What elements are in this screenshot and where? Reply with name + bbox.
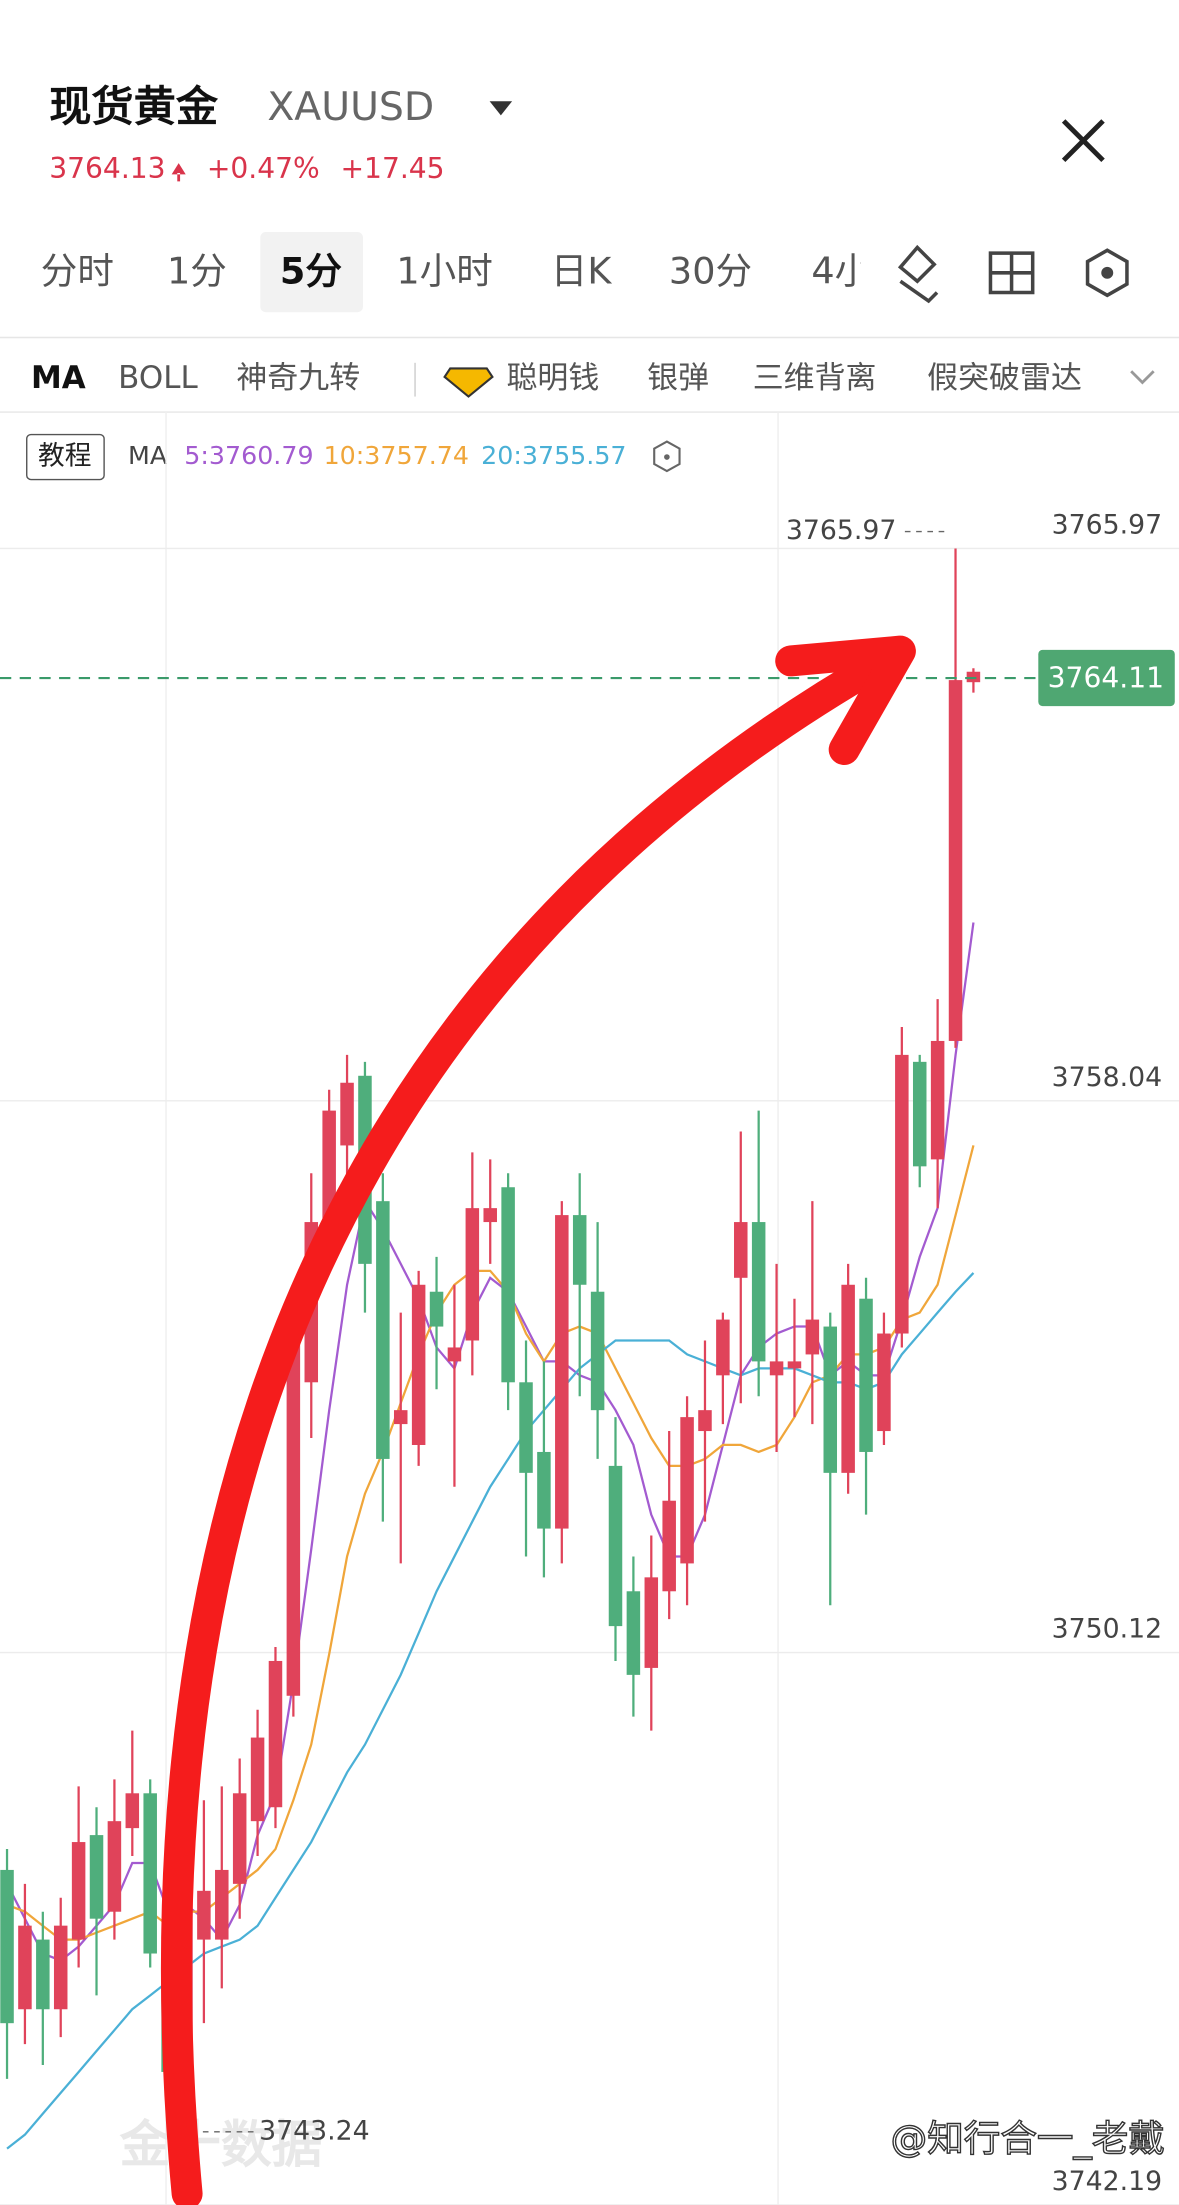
active-tab-bg	[260, 232, 363, 313]
candle-body	[823, 1326, 838, 1473]
candle-body	[143, 1793, 157, 1954]
toolbar-icons[interactable]	[897, 244, 1129, 304]
candle-body	[537, 1451, 551, 1529]
candle-body	[268, 1660, 283, 1808]
y-tick-label: 3758.04	[1052, 1062, 1163, 1093]
draw-icon[interactable]	[897, 244, 939, 304]
candle-body	[644, 1577, 659, 1668]
indicator[interactable]: 银弹	[647, 360, 709, 396]
tab[interactable]: 30分	[669, 249, 752, 292]
tab[interactable]: 5分	[280, 249, 342, 292]
candle-body	[376, 1201, 390, 1459]
tab[interactable]: 1小时	[396, 249, 492, 292]
candle-body	[53, 1925, 68, 2010]
candle-body	[716, 1319, 730, 1376]
tutorial-label[interactable]: 教程	[38, 441, 91, 472]
indicator[interactable]: 聪明钱	[506, 360, 599, 396]
candle-body	[447, 1347, 462, 1362]
candle-body	[912, 1061, 927, 1167]
last-price-label: 3764.11	[1048, 661, 1164, 694]
candle-body	[393, 1410, 408, 1425]
candle-body	[36, 1939, 50, 2010]
candle-body	[465, 1208, 480, 1341]
candle-body	[232, 1793, 247, 1884]
legend-title: MA	[128, 441, 168, 470]
candle-body	[769, 1361, 784, 1376]
annotation-arrow	[160, 645, 900, 2205]
change-pct: +0.47%	[207, 152, 320, 185]
candle-body	[411, 1284, 426, 1445]
legend-entry: 5:3760.79	[184, 441, 313, 470]
up-arrow	[171, 163, 186, 182]
candle-body	[787, 1361, 802, 1369]
candle-body	[107, 1821, 122, 1912]
candle-body	[125, 1793, 140, 1829]
dropdown-icon[interactable]	[489, 101, 513, 116]
candle-body	[0, 1869, 14, 2024]
candle-body	[877, 1333, 891, 1432]
change: +17.45	[340, 152, 444, 185]
price: 3764.13	[49, 152, 165, 185]
candle-body	[930, 1040, 945, 1160]
candle-body	[626, 1591, 641, 1675]
tab[interactable]: 4小	[811, 249, 871, 292]
candle-body	[590, 1291, 605, 1411]
tab[interactable]: 日K	[551, 249, 613, 292]
candle-body	[895, 1054, 909, 1334]
candle-body	[680, 1417, 694, 1564]
indicator[interactable]: BOLL	[118, 360, 198, 396]
diamond-icon	[443, 367, 494, 398]
high-label: 3765.97	[786, 515, 897, 546]
candle-body	[197, 1890, 211, 1940]
watermark: 金十数据	[119, 2115, 323, 2174]
candle-body	[662, 1500, 676, 1592]
candle-body	[841, 1284, 855, 1473]
close-button[interactable]	[1061, 119, 1105, 163]
settings-icon[interactable]	[1085, 248, 1129, 298]
tab[interactable]: 1分	[167, 249, 227, 292]
candle-body	[948, 680, 963, 1041]
candle-body	[286, 1333, 301, 1696]
candle-body	[250, 1737, 265, 1822]
expand-icon[interactable]	[1130, 370, 1155, 385]
last-price-box	[1038, 649, 1175, 707]
indicator[interactable]: 三维背离	[753, 360, 877, 396]
candle-body	[18, 1925, 32, 2010]
candle-body	[501, 1187, 515, 1383]
candle-body	[555, 1215, 569, 1529]
y-tick-label: 3742.19	[1052, 2166, 1163, 2197]
legend-settings[interactable]	[653, 440, 681, 473]
candle-body	[215, 1869, 229, 1940]
candle-body	[698, 1410, 712, 1432]
tab[interactable]: 分时	[41, 249, 114, 292]
legend-entry: 20:3755.57	[481, 441, 626, 470]
indicator[interactable]: 神奇九转	[236, 360, 360, 396]
indicator[interactable]: 假突破雷达	[927, 360, 1082, 396]
candle-body	[429, 1291, 444, 1327]
candle-body	[519, 1382, 533, 1473]
candle-body	[71, 1842, 86, 1940]
candle-body	[805, 1319, 820, 1355]
annotation-arrowhead	[775, 635, 916, 765]
low-label: 3743.24	[259, 2115, 370, 2146]
y-tick-label: 3750.12	[1052, 1614, 1163, 1645]
indicator[interactable]: MA	[31, 360, 86, 396]
candle-body	[89, 1835, 104, 1919]
legend-entry: 10:3757.74	[324, 441, 469, 470]
candle-body	[340, 1082, 354, 1146]
candle-body	[608, 1465, 623, 1627]
tutorial-button[interactable]	[26, 433, 105, 481]
candle-body	[734, 1222, 748, 1278]
candle-body	[483, 1208, 497, 1223]
candle-body	[572, 1215, 587, 1285]
credit: @知行合一_老戴	[891, 2117, 1165, 2160]
y-tick-label: 3765.97	[1052, 509, 1163, 540]
candle-body	[859, 1298, 873, 1452]
candle-body	[751, 1222, 766, 1362]
title: 现货黄金	[49, 82, 219, 131]
symbol[interactable]: XAUUSD	[267, 84, 434, 130]
